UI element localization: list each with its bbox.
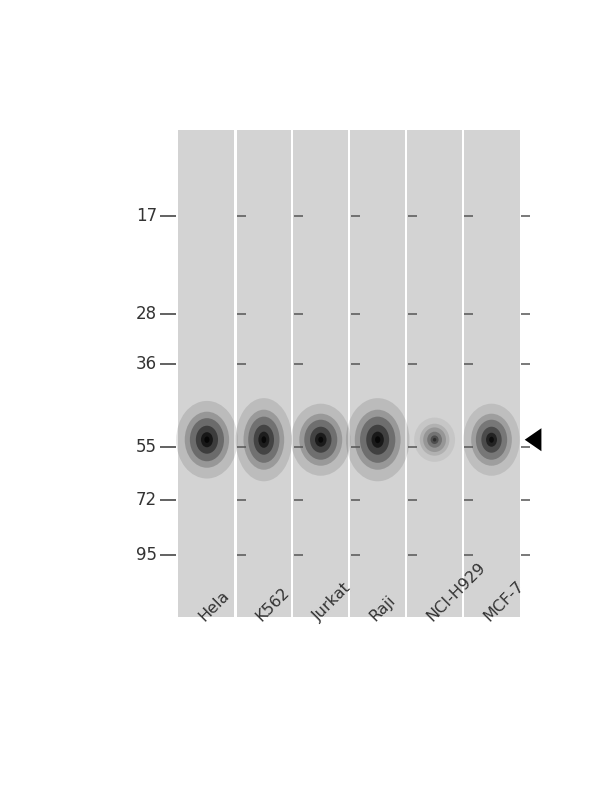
Bar (348, 130, 351, 617)
Ellipse shape (414, 418, 455, 462)
Bar (179, 130, 234, 617)
Bar (462, 130, 465, 617)
Text: 95: 95 (136, 546, 157, 564)
Ellipse shape (258, 432, 269, 448)
Ellipse shape (463, 404, 520, 476)
Bar (294, 130, 348, 617)
Ellipse shape (248, 417, 280, 463)
Text: 17: 17 (136, 206, 157, 225)
Text: Hela: Hela (196, 587, 233, 624)
Ellipse shape (366, 425, 389, 454)
Ellipse shape (190, 418, 224, 462)
Ellipse shape (291, 404, 351, 476)
Ellipse shape (427, 432, 442, 448)
Bar (179, 130, 520, 617)
Ellipse shape (355, 410, 401, 470)
Ellipse shape (201, 432, 213, 447)
Polygon shape (524, 428, 542, 451)
Ellipse shape (424, 427, 446, 452)
Text: Jurkat: Jurkat (310, 580, 354, 624)
Ellipse shape (261, 436, 266, 443)
Ellipse shape (185, 412, 229, 468)
Ellipse shape (315, 433, 327, 446)
Ellipse shape (236, 398, 292, 482)
Text: 36: 36 (136, 354, 157, 373)
Text: Raji: Raji (367, 592, 398, 624)
Ellipse shape (254, 425, 274, 454)
Text: NCI-H929: NCI-H929 (424, 559, 488, 624)
Ellipse shape (176, 401, 237, 478)
Bar (234, 130, 237, 617)
Ellipse shape (310, 426, 332, 453)
Ellipse shape (420, 424, 449, 456)
Ellipse shape (346, 398, 409, 482)
Ellipse shape (486, 433, 497, 446)
Text: 55: 55 (136, 438, 157, 456)
Ellipse shape (244, 410, 284, 470)
Ellipse shape (196, 426, 218, 454)
Text: MCF-7: MCF-7 (481, 578, 527, 624)
Ellipse shape (375, 436, 380, 443)
Bar (405, 130, 408, 617)
Ellipse shape (476, 420, 507, 460)
Ellipse shape (482, 426, 502, 453)
Ellipse shape (360, 417, 395, 463)
Ellipse shape (299, 414, 342, 466)
Ellipse shape (431, 435, 439, 444)
Ellipse shape (318, 437, 323, 442)
Bar (351, 130, 405, 617)
Ellipse shape (204, 437, 209, 443)
Ellipse shape (471, 414, 512, 466)
Bar (291, 130, 294, 617)
Text: K562: K562 (253, 585, 293, 624)
Text: 72: 72 (136, 491, 157, 509)
Ellipse shape (304, 420, 337, 460)
Ellipse shape (433, 438, 436, 442)
Bar (408, 130, 462, 617)
Text: 28: 28 (136, 305, 157, 323)
Ellipse shape (489, 437, 494, 442)
Bar (237, 130, 291, 617)
Ellipse shape (371, 432, 384, 448)
Bar (465, 130, 520, 617)
